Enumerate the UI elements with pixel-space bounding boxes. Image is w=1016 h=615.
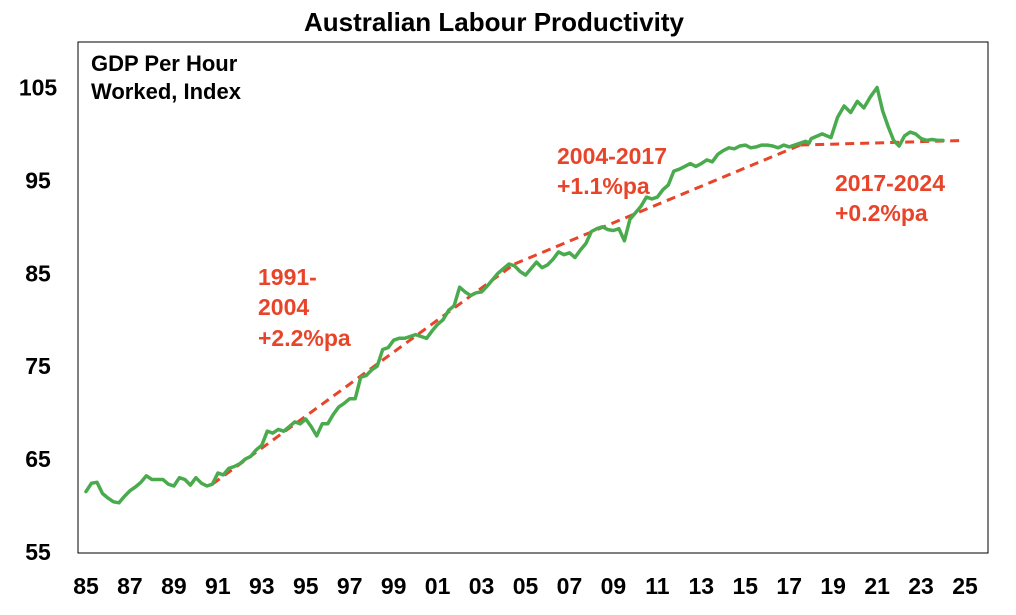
unit-label-line-1: GDP Per Hour xyxy=(91,51,238,76)
x-tick-label-23: 23 xyxy=(908,573,934,599)
x-tick-label-03: 03 xyxy=(469,573,495,599)
y-tick-label-85: 85 xyxy=(25,260,51,286)
trend-annotation-2017-2024: 2017-2024 +0.2%pa xyxy=(835,170,945,226)
trend-label-2017-2024-line-1: 2017-2024 xyxy=(835,170,945,196)
chart-title: Australian Labour Productivity xyxy=(304,7,684,37)
x-tick-label-89: 89 xyxy=(161,573,187,599)
trend-annotation-2004-2017: 2004-2017 +1.1%pa xyxy=(557,143,667,199)
x-tick-label-13: 13 xyxy=(689,573,715,599)
x-tick-label-19: 19 xyxy=(820,573,846,599)
trend-line-2 xyxy=(513,143,801,266)
y-axis-ticks: 55 65 75 85 95 105 xyxy=(19,74,58,565)
y-tick-label-55: 55 xyxy=(25,539,51,565)
x-tick-label-87: 87 xyxy=(117,573,143,599)
x-tick-label-91: 91 xyxy=(205,573,231,599)
y-tick-label-95: 95 xyxy=(25,167,51,193)
y-tick-label-105: 105 xyxy=(19,74,58,100)
x-tick-label-99: 99 xyxy=(381,573,407,599)
x-tick-label-97: 97 xyxy=(337,573,363,599)
x-tick-label-07: 07 xyxy=(557,573,583,599)
trend-label-2017-2024-line-2: +0.2%pa xyxy=(835,200,928,226)
x-axis-ticks: 85 87 89 91 93 95 97 99 01 03 05 07 09 11 13 15 17 19 21 23… xyxy=(73,573,978,599)
x-tick-label-21: 21 xyxy=(864,573,890,599)
trend-label-2004-2017-line-1: 2004-2017 xyxy=(557,143,667,169)
x-tick-label-01: 01 xyxy=(425,573,451,599)
series-group xyxy=(84,85,945,505)
x-tick-label-25: 25 xyxy=(952,573,978,599)
x-tick-label-95: 95 xyxy=(293,573,319,599)
plot-area-frame xyxy=(77,41,989,554)
x-tick-label-93: 93 xyxy=(249,573,275,599)
y-tick-label-75: 75 xyxy=(25,353,51,379)
trend-annotation-1991-2004: 1991- 2004 +2.2%pa xyxy=(258,264,351,351)
y-tick-label-65: 65 xyxy=(25,446,51,472)
trend-label-1991-2004-line-3: +2.2%pa xyxy=(258,325,351,351)
trend-label-1991-2004-line-2: 2004 xyxy=(258,294,309,320)
x-tick-label-17: 17 xyxy=(776,573,802,599)
productivity-series-line xyxy=(84,85,945,505)
x-tick-label-15: 15 xyxy=(732,573,758,599)
trend-line-1 xyxy=(211,262,516,486)
trend-label-1991-2004-line-1: 1991- xyxy=(258,264,317,290)
unit-label-line-2: Worked, Index xyxy=(91,79,242,104)
trend-label-2004-2017-line-2: +1.1%pa xyxy=(557,173,650,199)
x-tick-label-85: 85 xyxy=(73,573,99,599)
x-tick-label-05: 05 xyxy=(513,573,539,599)
x-tick-label-11: 11 xyxy=(645,573,670,599)
x-tick-label-09: 09 xyxy=(601,573,627,599)
